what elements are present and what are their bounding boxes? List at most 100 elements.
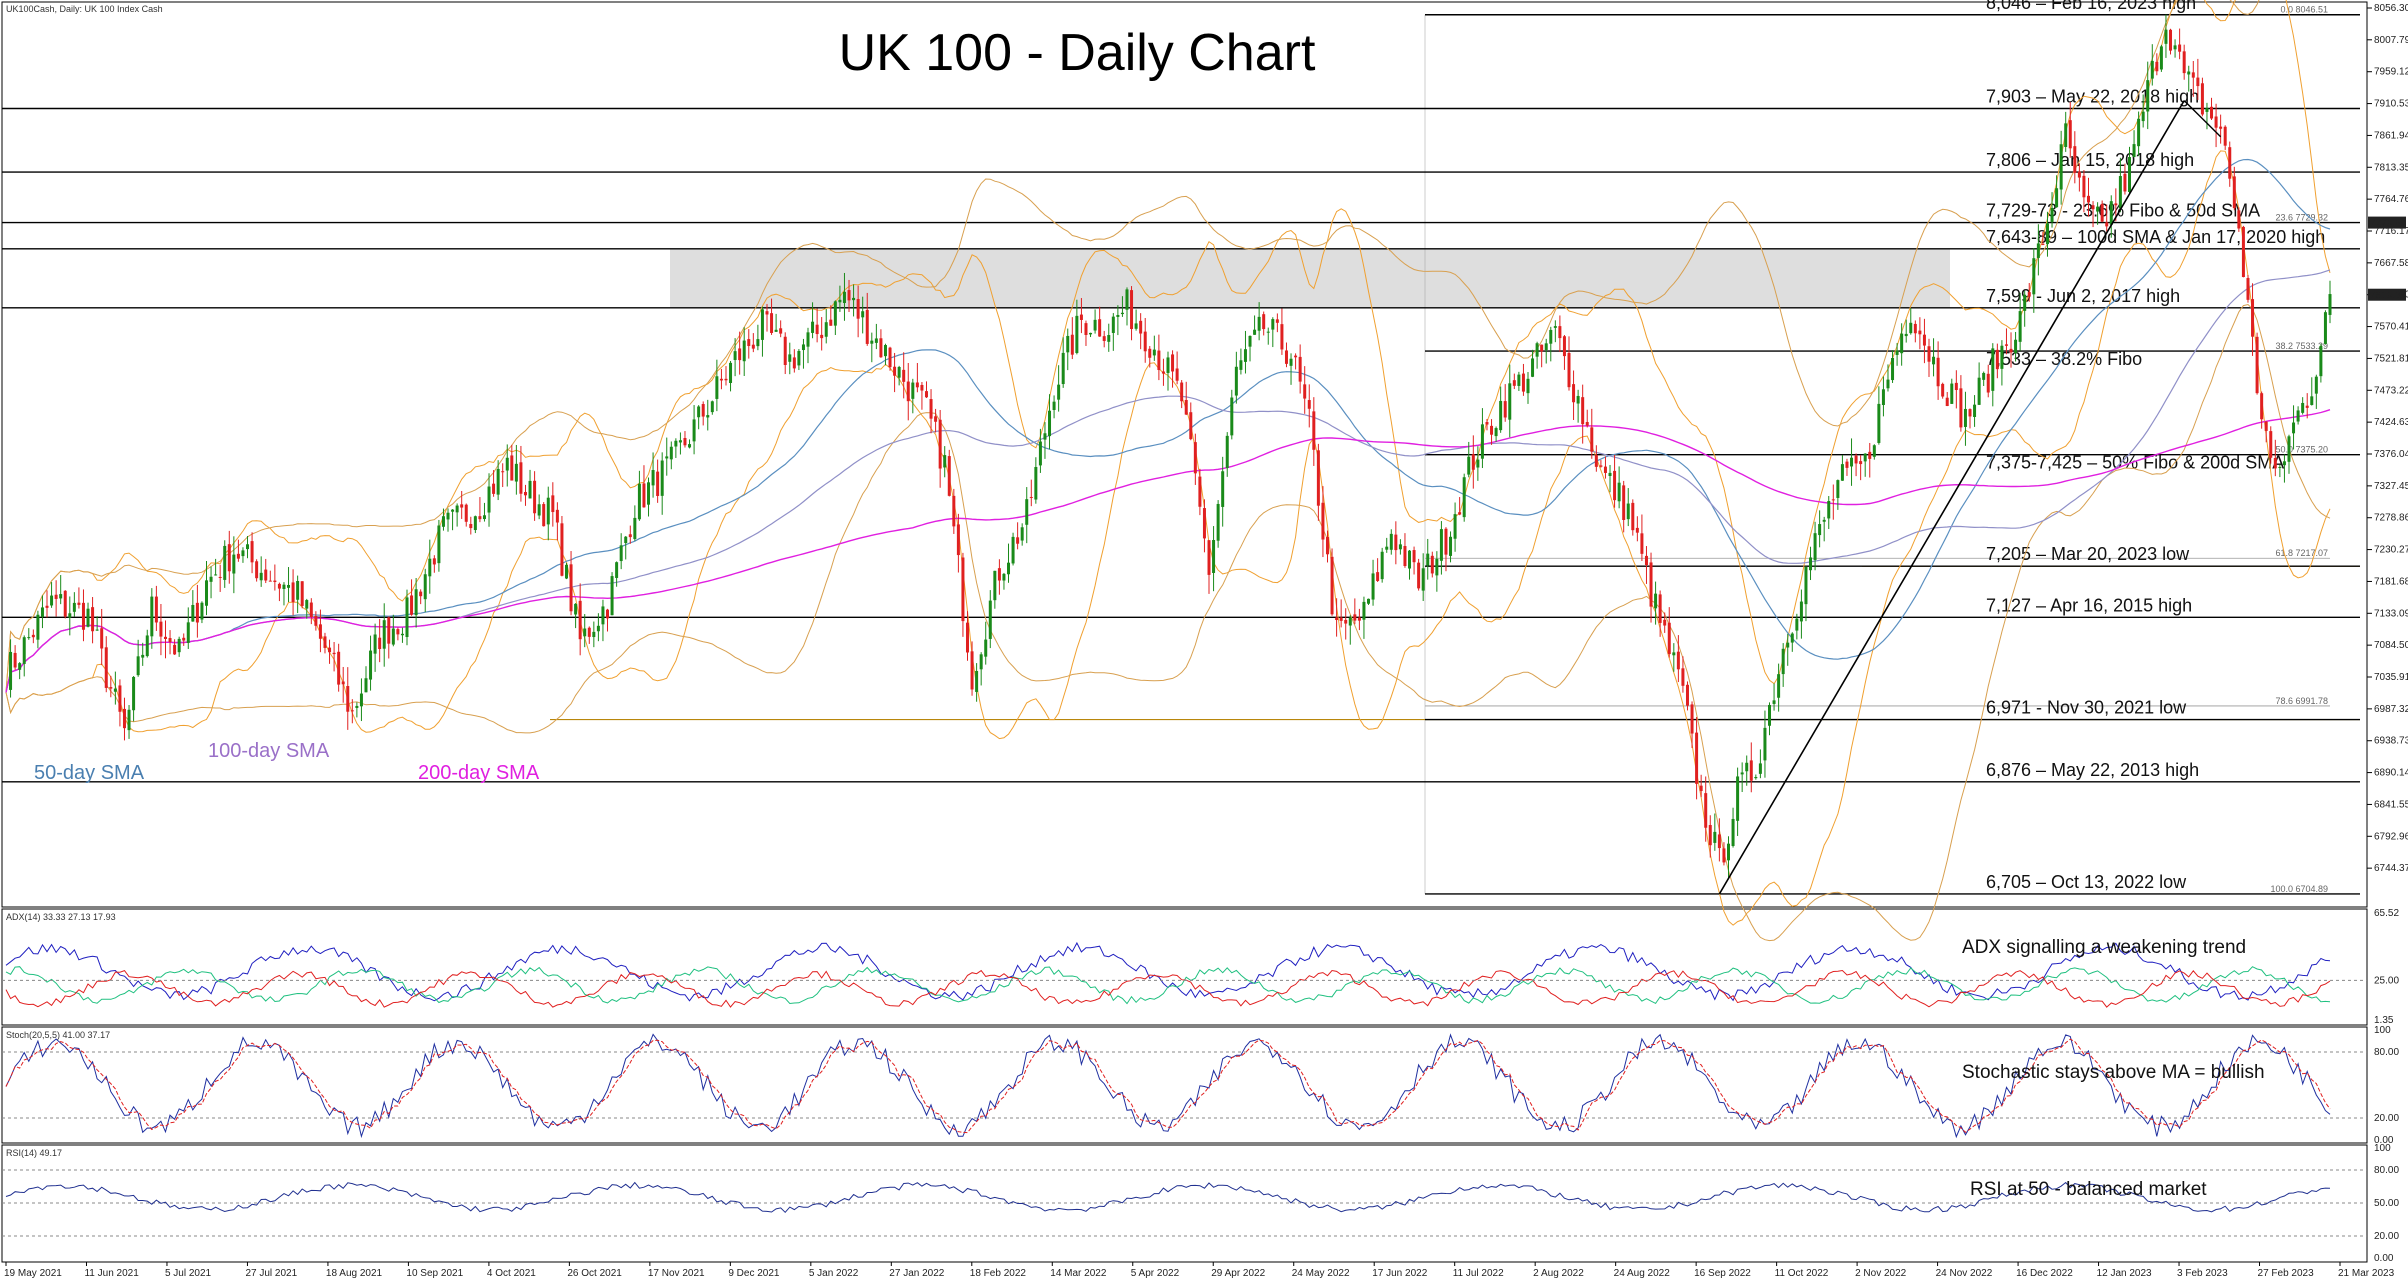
x-tick-label: 27 Feb 2023	[2258, 1268, 2315, 1279]
candle-body	[1868, 451, 1872, 459]
candle-body	[1549, 329, 1553, 344]
stoch-tick-label: 20.00	[2374, 1113, 2399, 1124]
candle-body	[1248, 335, 1252, 347]
candle-body	[592, 631, 596, 638]
candle-body	[1344, 619, 1348, 624]
x-tick-label: 19 May 2021	[4, 1268, 62, 1279]
candle-body	[2278, 466, 2282, 468]
candle-body	[59, 594, 63, 599]
candle-body	[1394, 534, 1398, 551]
candle-body	[1412, 550, 1416, 563]
candle-body	[1977, 377, 1981, 405]
y-tick-label: 7230.27	[2374, 545, 2408, 556]
candle-body	[1713, 831, 1717, 843]
y-tick-label: 7376.04	[2374, 449, 2408, 460]
candle-body	[1426, 553, 1430, 566]
candle-body	[2319, 345, 2323, 377]
candle-body	[1840, 464, 1844, 481]
candle-body	[2086, 195, 2090, 203]
candle-body	[1895, 350, 1899, 355]
candle-body	[464, 504, 468, 522]
candle-body	[177, 638, 181, 653]
candle-body	[359, 693, 363, 707]
adx-panel-frame	[1, 908, 2368, 1026]
candle-body	[1644, 555, 1648, 565]
level-label: 6,971 - Nov 30, 2021 low	[1986, 698, 2187, 718]
candle-body	[1084, 323, 1088, 335]
level-label: 6,705 – Oct 13, 2022 low	[1986, 872, 2187, 892]
candle-body	[482, 515, 486, 520]
candle-body	[241, 550, 245, 557]
candle-body	[1380, 551, 1384, 580]
y-tick-label: 7959.12	[2374, 67, 2408, 78]
candle-body	[1822, 519, 1826, 522]
candle-body	[724, 378, 728, 381]
candle-body	[2241, 226, 2245, 278]
candle-body	[1243, 349, 1247, 362]
fib-label: 78.6 6991.78	[2275, 696, 2328, 706]
y-tick-label: 7813.35	[2374, 162, 2408, 173]
candle-body	[2282, 461, 2286, 466]
candle-body	[852, 297, 856, 301]
candle-body	[674, 440, 678, 447]
sma200-label: 200-day SMA	[418, 762, 540, 784]
candle-body	[564, 564, 568, 579]
candle-body	[2191, 72, 2195, 78]
candle-body	[1444, 528, 1448, 555]
candle-body	[1622, 485, 1626, 520]
candle-body	[956, 524, 960, 556]
candle-body	[1535, 343, 1539, 357]
y-tick-label: 6841.55	[2374, 799, 2408, 810]
candle-body	[428, 558, 432, 577]
candle-body	[633, 517, 637, 540]
candle-body	[1335, 617, 1339, 621]
y-tick-label: 7473.22	[2374, 385, 2408, 396]
x-tick-label: 5 Jul 2021	[165, 1268, 212, 1279]
candle-body	[1781, 648, 1785, 675]
stoch-header: Stoch(20,5,5) 41.00 37.17	[6, 1030, 110, 1040]
candle-body	[2228, 147, 2232, 179]
candle-body	[1462, 477, 1466, 518]
candle-body	[838, 299, 842, 303]
candle-body	[1631, 502, 1635, 531]
candle-body	[2045, 223, 2049, 245]
candle-body	[1640, 533, 1644, 554]
candle-body	[1116, 314, 1120, 317]
x-tick-label: 5 Apr 2022	[1131, 1268, 1180, 1279]
candle-body	[2118, 176, 2122, 209]
candle-body	[1804, 566, 1808, 605]
y-tick-label: 7133.09	[2374, 608, 2408, 619]
level-label: 7,729-73 - 23.6% Fibo & 50d SMA	[1986, 201, 2260, 221]
level-label: 7,127 – Apr 16, 2015 high	[1986, 595, 2192, 615]
candle-body	[1654, 593, 1658, 609]
candle-body	[1959, 388, 1963, 428]
candle-body	[2260, 393, 2264, 420]
candle-body	[1986, 373, 1990, 393]
candle-body	[2301, 402, 2305, 413]
x-tick-label: 27 Jan 2022	[889, 1268, 944, 1279]
candle-body	[1973, 404, 1977, 418]
candle-body	[988, 600, 992, 639]
y-tick-label: 7327.45	[2374, 481, 2408, 492]
x-tick-label: 2 Nov 2022	[1855, 1268, 1907, 1279]
x-tick-label: 2 Aug 2022	[1533, 1268, 1584, 1279]
candle-body	[1458, 512, 1462, 515]
candle-body	[314, 615, 318, 626]
candle-body	[774, 329, 778, 332]
candle-body	[1193, 442, 1197, 474]
candle-body	[2023, 294, 2027, 311]
candle-body	[355, 705, 359, 708]
candle-body	[519, 462, 523, 494]
candle-body	[1175, 368, 1179, 381]
candle-body	[1376, 572, 1380, 581]
candle-body	[1845, 461, 1849, 468]
candle-body	[1098, 319, 1102, 337]
candle-body	[1202, 508, 1206, 539]
candle-body	[104, 647, 108, 688]
candle-body	[1048, 410, 1052, 437]
candle-body	[1585, 422, 1589, 426]
candle-body	[1704, 793, 1708, 828]
x-tick-label: 11 Oct 2022	[1775, 1268, 1829, 1279]
candle-body	[1439, 529, 1443, 561]
